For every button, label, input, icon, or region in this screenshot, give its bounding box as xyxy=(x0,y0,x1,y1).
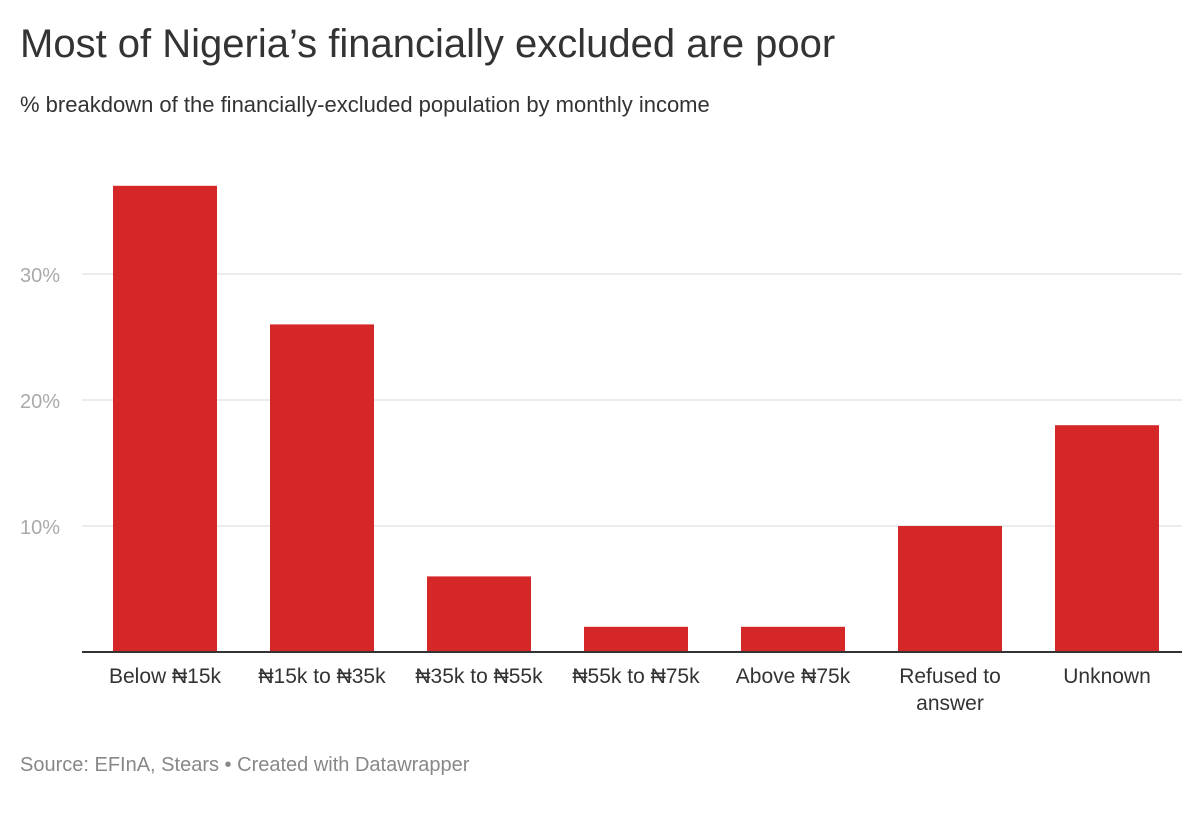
source-text: Source: EFInA, Stears xyxy=(20,754,219,776)
y-tick-label: 10% xyxy=(20,517,60,539)
x-category-label: Below ₦15k xyxy=(109,665,222,688)
x-category-label-line: Refused to xyxy=(899,665,1001,688)
y-tick-label: 20% xyxy=(20,391,60,413)
x-axis-labels: Below ₦15k ₦15k to ₦35k ₦35k to ₦55k ₦55k t… xyxy=(109,665,1151,715)
x-category-label-line: ₦35k to ₦55k xyxy=(415,665,543,688)
x-category-label: ₦55k to ₦75k xyxy=(572,665,700,688)
x-category-label-line: ₦15k to ₦35k xyxy=(258,665,386,688)
x-category-label: Unknown xyxy=(1063,665,1151,688)
chart-title: Most of Nigeria’s financially excluded a… xyxy=(20,22,836,66)
x-category-label: ₦35k to ₦55k xyxy=(415,665,543,688)
x-category-label-line: Below ₦15k xyxy=(109,665,222,688)
bar xyxy=(113,185,217,653)
chart-footer: Source: EFInA, Stears • Created with Dat… xyxy=(20,752,469,778)
x-category-label: ₦15k to ₦35k xyxy=(258,665,386,688)
x-category-label: Above ₦75k xyxy=(736,665,851,688)
gridlines xyxy=(82,273,1182,527)
y-tick-label: 30% xyxy=(20,265,60,287)
x-category-label: Refused to answer xyxy=(899,665,1001,715)
bar xyxy=(741,626,845,652)
bars xyxy=(113,185,1159,653)
footer-separator: • xyxy=(224,754,232,776)
y-axis-ticks: 10% 20% 30% xyxy=(20,265,60,539)
bar xyxy=(1055,425,1159,652)
x-category-label-line: answer xyxy=(916,692,984,715)
x-category-label-line: ₦55k to ₦75k xyxy=(572,665,700,688)
bar xyxy=(427,576,531,652)
bar xyxy=(898,526,1002,652)
x-category-label-line: Unknown xyxy=(1063,665,1151,688)
x-category-label-line: Above ₦75k xyxy=(736,665,851,688)
bar xyxy=(270,324,374,652)
bar xyxy=(584,626,688,652)
credit-text: Created with Datawrapper xyxy=(237,754,470,776)
chart-subtitle: % breakdown of the financially-excluded … xyxy=(20,92,710,117)
